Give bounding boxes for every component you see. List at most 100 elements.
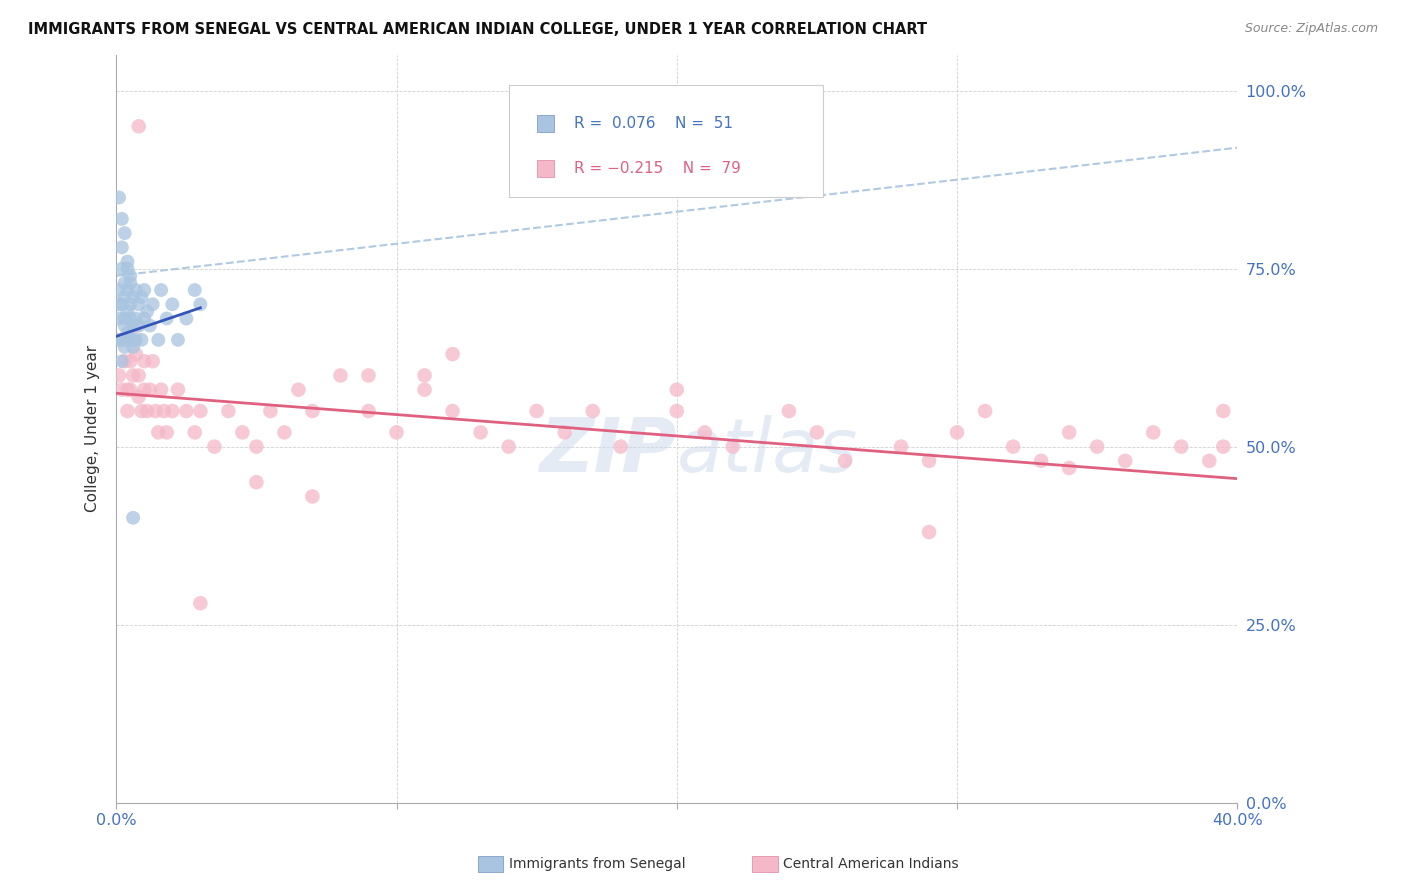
Point — [111, 354, 134, 368]
Point — [778, 404, 800, 418]
Point — [136, 304, 159, 318]
Point — [122, 510, 145, 524]
Point — [131, 290, 153, 304]
Point — [108, 333, 131, 347]
Point — [111, 211, 134, 226]
Point — [128, 368, 150, 383]
Point — [167, 383, 190, 397]
Text: atlas: atlas — [676, 416, 858, 487]
Point — [287, 383, 309, 397]
Point — [1114, 454, 1136, 468]
Point — [111, 333, 134, 347]
Point — [470, 425, 492, 440]
Point — [120, 297, 142, 311]
Point — [125, 283, 148, 297]
Point — [245, 475, 267, 490]
Point — [1085, 440, 1108, 454]
Point — [721, 440, 744, 454]
Point — [890, 440, 912, 454]
Point — [128, 318, 150, 333]
Point — [150, 383, 173, 397]
Point — [128, 390, 150, 404]
Point — [1212, 404, 1234, 418]
Point — [122, 333, 145, 347]
Point — [120, 268, 142, 283]
Point — [918, 524, 941, 539]
Point — [125, 333, 148, 347]
Point — [162, 297, 184, 311]
Point — [834, 454, 856, 468]
Point — [120, 354, 142, 368]
Point — [125, 311, 148, 326]
Point — [134, 283, 156, 297]
Point — [184, 283, 207, 297]
Point — [108, 297, 131, 311]
Point — [122, 318, 145, 333]
Point — [111, 240, 134, 254]
Point — [245, 440, 267, 454]
Point — [441, 347, 464, 361]
Point — [357, 404, 380, 418]
Point — [188, 297, 211, 311]
Point — [117, 304, 139, 318]
Point — [114, 318, 136, 333]
Point — [108, 190, 131, 204]
Point — [150, 283, 173, 297]
Point — [114, 226, 136, 240]
Point — [665, 404, 688, 418]
Point — [329, 368, 352, 383]
Text: R =  0.076    N =  51: R = 0.076 N = 51 — [574, 116, 733, 131]
Point — [156, 311, 179, 326]
Text: Immigrants from Senegal: Immigrants from Senegal — [509, 857, 686, 871]
Point — [806, 425, 828, 440]
Point — [259, 404, 281, 418]
Point — [117, 383, 139, 397]
Point — [1057, 425, 1080, 440]
Point — [918, 454, 941, 468]
Text: IMMIGRANTS FROM SENEGAL VS CENTRAL AMERICAN INDIAN COLLEGE, UNDER 1 YEAR CORRELA: IMMIGRANTS FROM SENEGAL VS CENTRAL AMERI… — [28, 22, 927, 37]
Point — [273, 425, 295, 440]
Point — [413, 368, 436, 383]
Text: R = −0.215    N =  79: R = −0.215 N = 79 — [574, 161, 741, 176]
Point — [148, 425, 170, 440]
Point — [134, 354, 156, 368]
Point — [114, 333, 136, 347]
Point — [134, 383, 156, 397]
Point — [665, 383, 688, 397]
Point — [114, 354, 136, 368]
Point — [120, 333, 142, 347]
Point — [125, 318, 148, 333]
Y-axis label: College, Under 1 year: College, Under 1 year — [86, 345, 100, 512]
Point — [441, 404, 464, 418]
Point — [131, 404, 153, 418]
Point — [176, 311, 198, 326]
Point — [117, 261, 139, 276]
Point — [1212, 440, 1234, 454]
Point — [114, 276, 136, 290]
Point — [153, 404, 176, 418]
Point — [122, 290, 145, 304]
FancyBboxPatch shape — [509, 85, 823, 197]
Point — [162, 404, 184, 418]
Point — [946, 425, 969, 440]
Point — [114, 290, 136, 304]
Text: Source: ZipAtlas.com: Source: ZipAtlas.com — [1244, 22, 1378, 36]
Point — [131, 333, 153, 347]
Point — [1057, 461, 1080, 475]
Point — [139, 383, 162, 397]
Point — [111, 261, 134, 276]
Point — [114, 311, 136, 326]
Point — [134, 311, 156, 326]
Point — [120, 311, 142, 326]
Point — [582, 404, 605, 418]
Point — [136, 404, 159, 418]
Point — [231, 425, 253, 440]
Point — [108, 283, 131, 297]
Point — [120, 276, 142, 290]
Point — [1029, 454, 1052, 468]
Point — [202, 440, 225, 454]
Point — [120, 383, 142, 397]
Point — [301, 490, 323, 504]
Point — [111, 383, 134, 397]
Point — [148, 333, 170, 347]
